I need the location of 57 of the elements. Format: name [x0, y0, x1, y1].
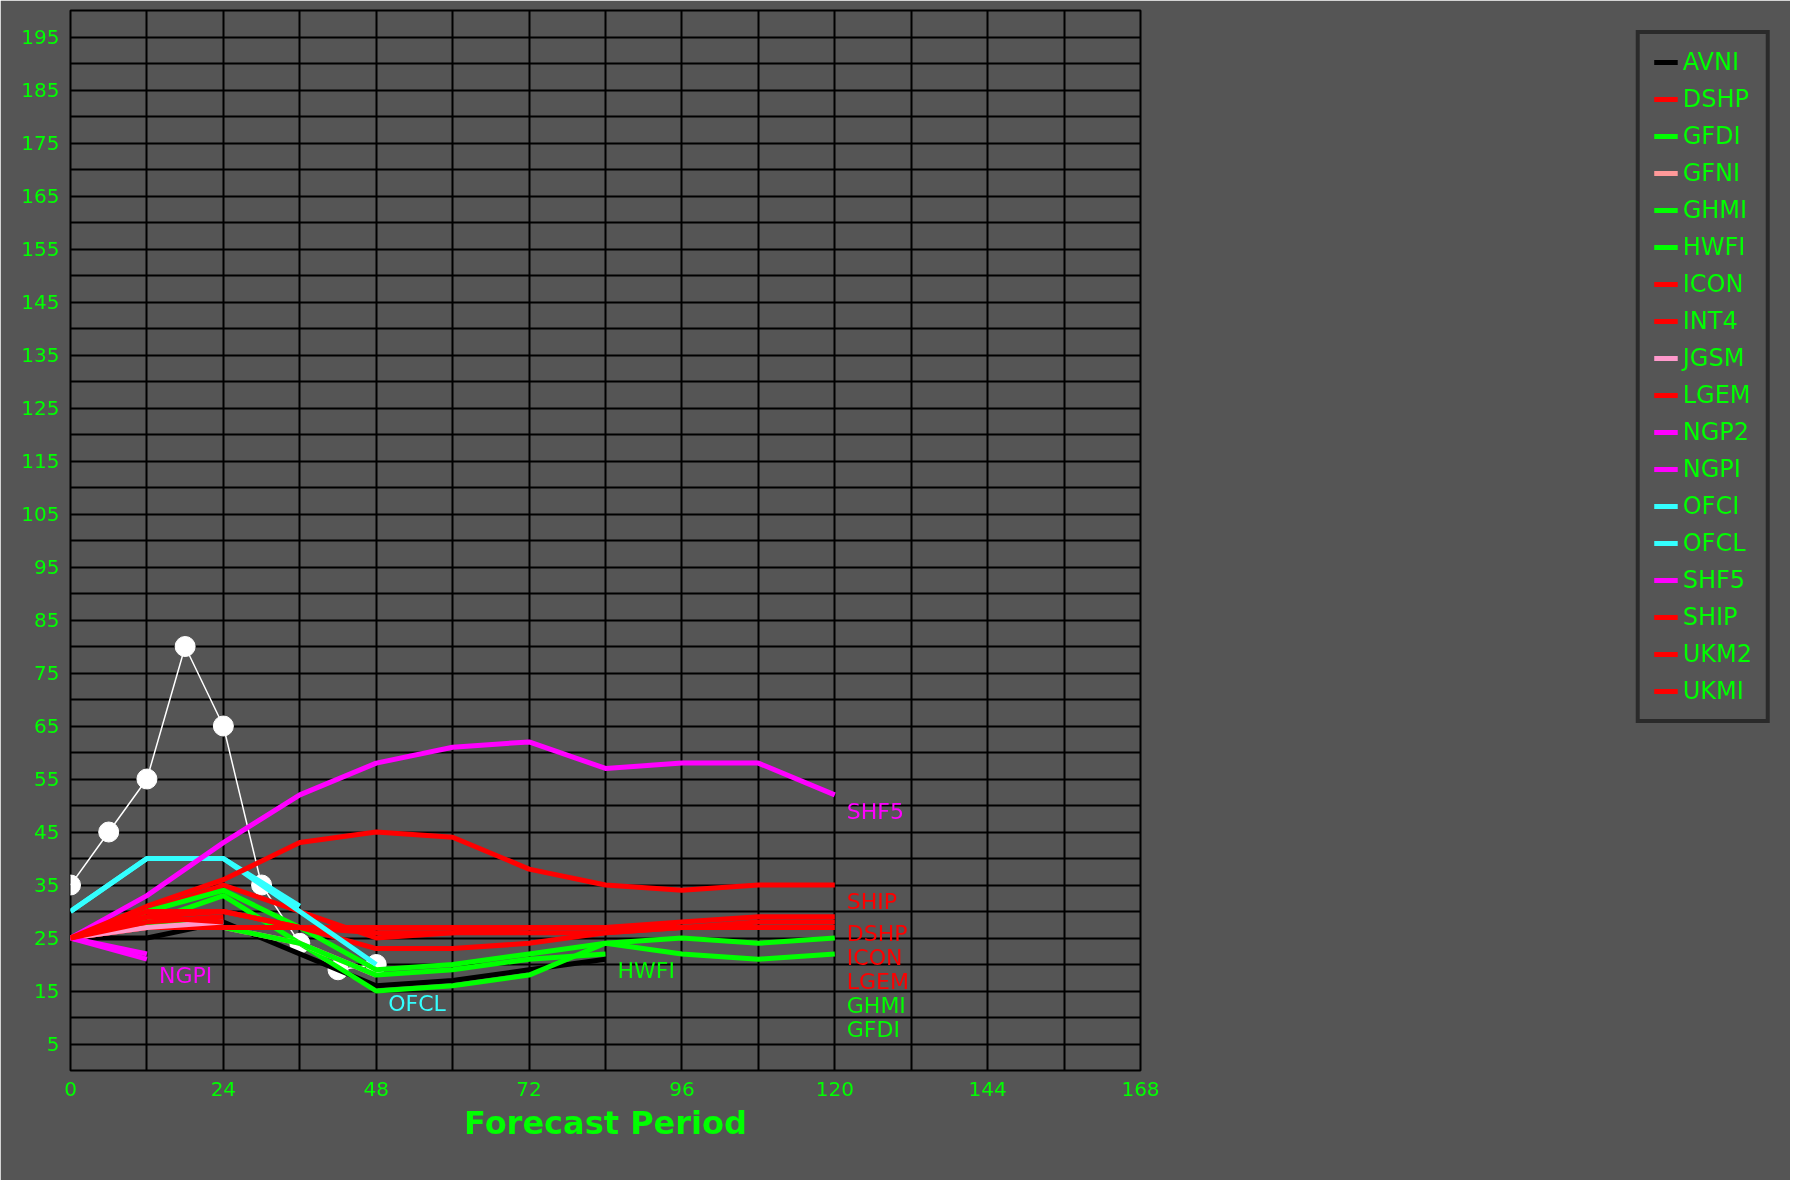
legend-label: LGEM [1682, 381, 1751, 409]
legend-label: NGPI [1682, 455, 1741, 483]
y-tick-label: 65 [34, 714, 60, 738]
legend-label: NGP2 [1682, 418, 1750, 446]
x-tick-label: 168 [1121, 1076, 1160, 1101]
y-tick-label: 75 [34, 661, 60, 685]
y-tick-label: 135 [21, 343, 60, 367]
annotation: NGPI [158, 963, 213, 989]
y-tick-label: 105 [21, 502, 60, 526]
legend-label: ICON [1682, 270, 1744, 298]
y-tick-label: 185 [21, 78, 60, 102]
y-tick-label: 55 [34, 767, 60, 791]
x-tick-label: 24 [210, 1076, 237, 1101]
x-tick-label: 120 [815, 1076, 854, 1101]
x-tick-label: 0 [64, 1076, 77, 1101]
y-tick-label: 5 [46, 1032, 60, 1056]
y-tick-label: 85 [34, 608, 60, 632]
y-tick-label: 145 [21, 290, 60, 314]
y-tick-label: 15 [34, 979, 60, 1003]
y-tick-label: 25 [34, 926, 60, 950]
x-tick-label: 144 [968, 1076, 1007, 1101]
x-tick-label: 72 [516, 1076, 542, 1101]
annotation: OFCL [388, 990, 447, 1016]
legend-label: SHF5 [1682, 566, 1746, 594]
annotation: DSHP [846, 920, 908, 946]
legend-label: GHMI [1682, 196, 1748, 224]
y-tick-label: 175 [21, 131, 60, 155]
y-tick-label: 155 [21, 237, 60, 261]
legend-label: DSHP [1682, 85, 1749, 113]
x-tick-label: 96 [669, 1076, 695, 1101]
legend-label: INT4 [1682, 307, 1738, 335]
y-tick-label: 45 [34, 820, 60, 844]
y-tick-label: 195 [21, 25, 60, 49]
annotation: HWFI [617, 957, 675, 983]
y-tick-label: 95 [34, 555, 60, 579]
annotation: GHMI [846, 992, 906, 1018]
legend-label: AVNI [1682, 48, 1740, 76]
legend-label: UKM2 [1682, 640, 1752, 668]
legend-label: GFDI [1682, 122, 1741, 150]
annotation: SHF5 [846, 798, 904, 824]
legend-label: UKMI [1682, 677, 1744, 705]
y-tick-label: 125 [21, 396, 60, 420]
legend-label: HWFI [1682, 233, 1746, 261]
y-tick-label: 115 [21, 449, 60, 473]
annotation: SHIP [846, 889, 898, 914]
y-tick-label: 35 [34, 873, 60, 897]
legend-label: OFCL [1682, 529, 1746, 557]
annotation: ICON [846, 944, 903, 970]
y-tick-label: 165 [21, 184, 60, 208]
legend-label: SHIP [1682, 603, 1738, 631]
x-tick-label: 48 [363, 1076, 389, 1101]
annotation: GFDI [846, 1016, 900, 1042]
legend-label: OFCI [1682, 492, 1740, 520]
annotation: LGEM [846, 968, 909, 994]
legend-label: JGSM [1682, 344, 1745, 372]
legend-label: GFNI [1682, 159, 1741, 187]
x-axis-title: Forecast Period [464, 1103, 747, 1142]
